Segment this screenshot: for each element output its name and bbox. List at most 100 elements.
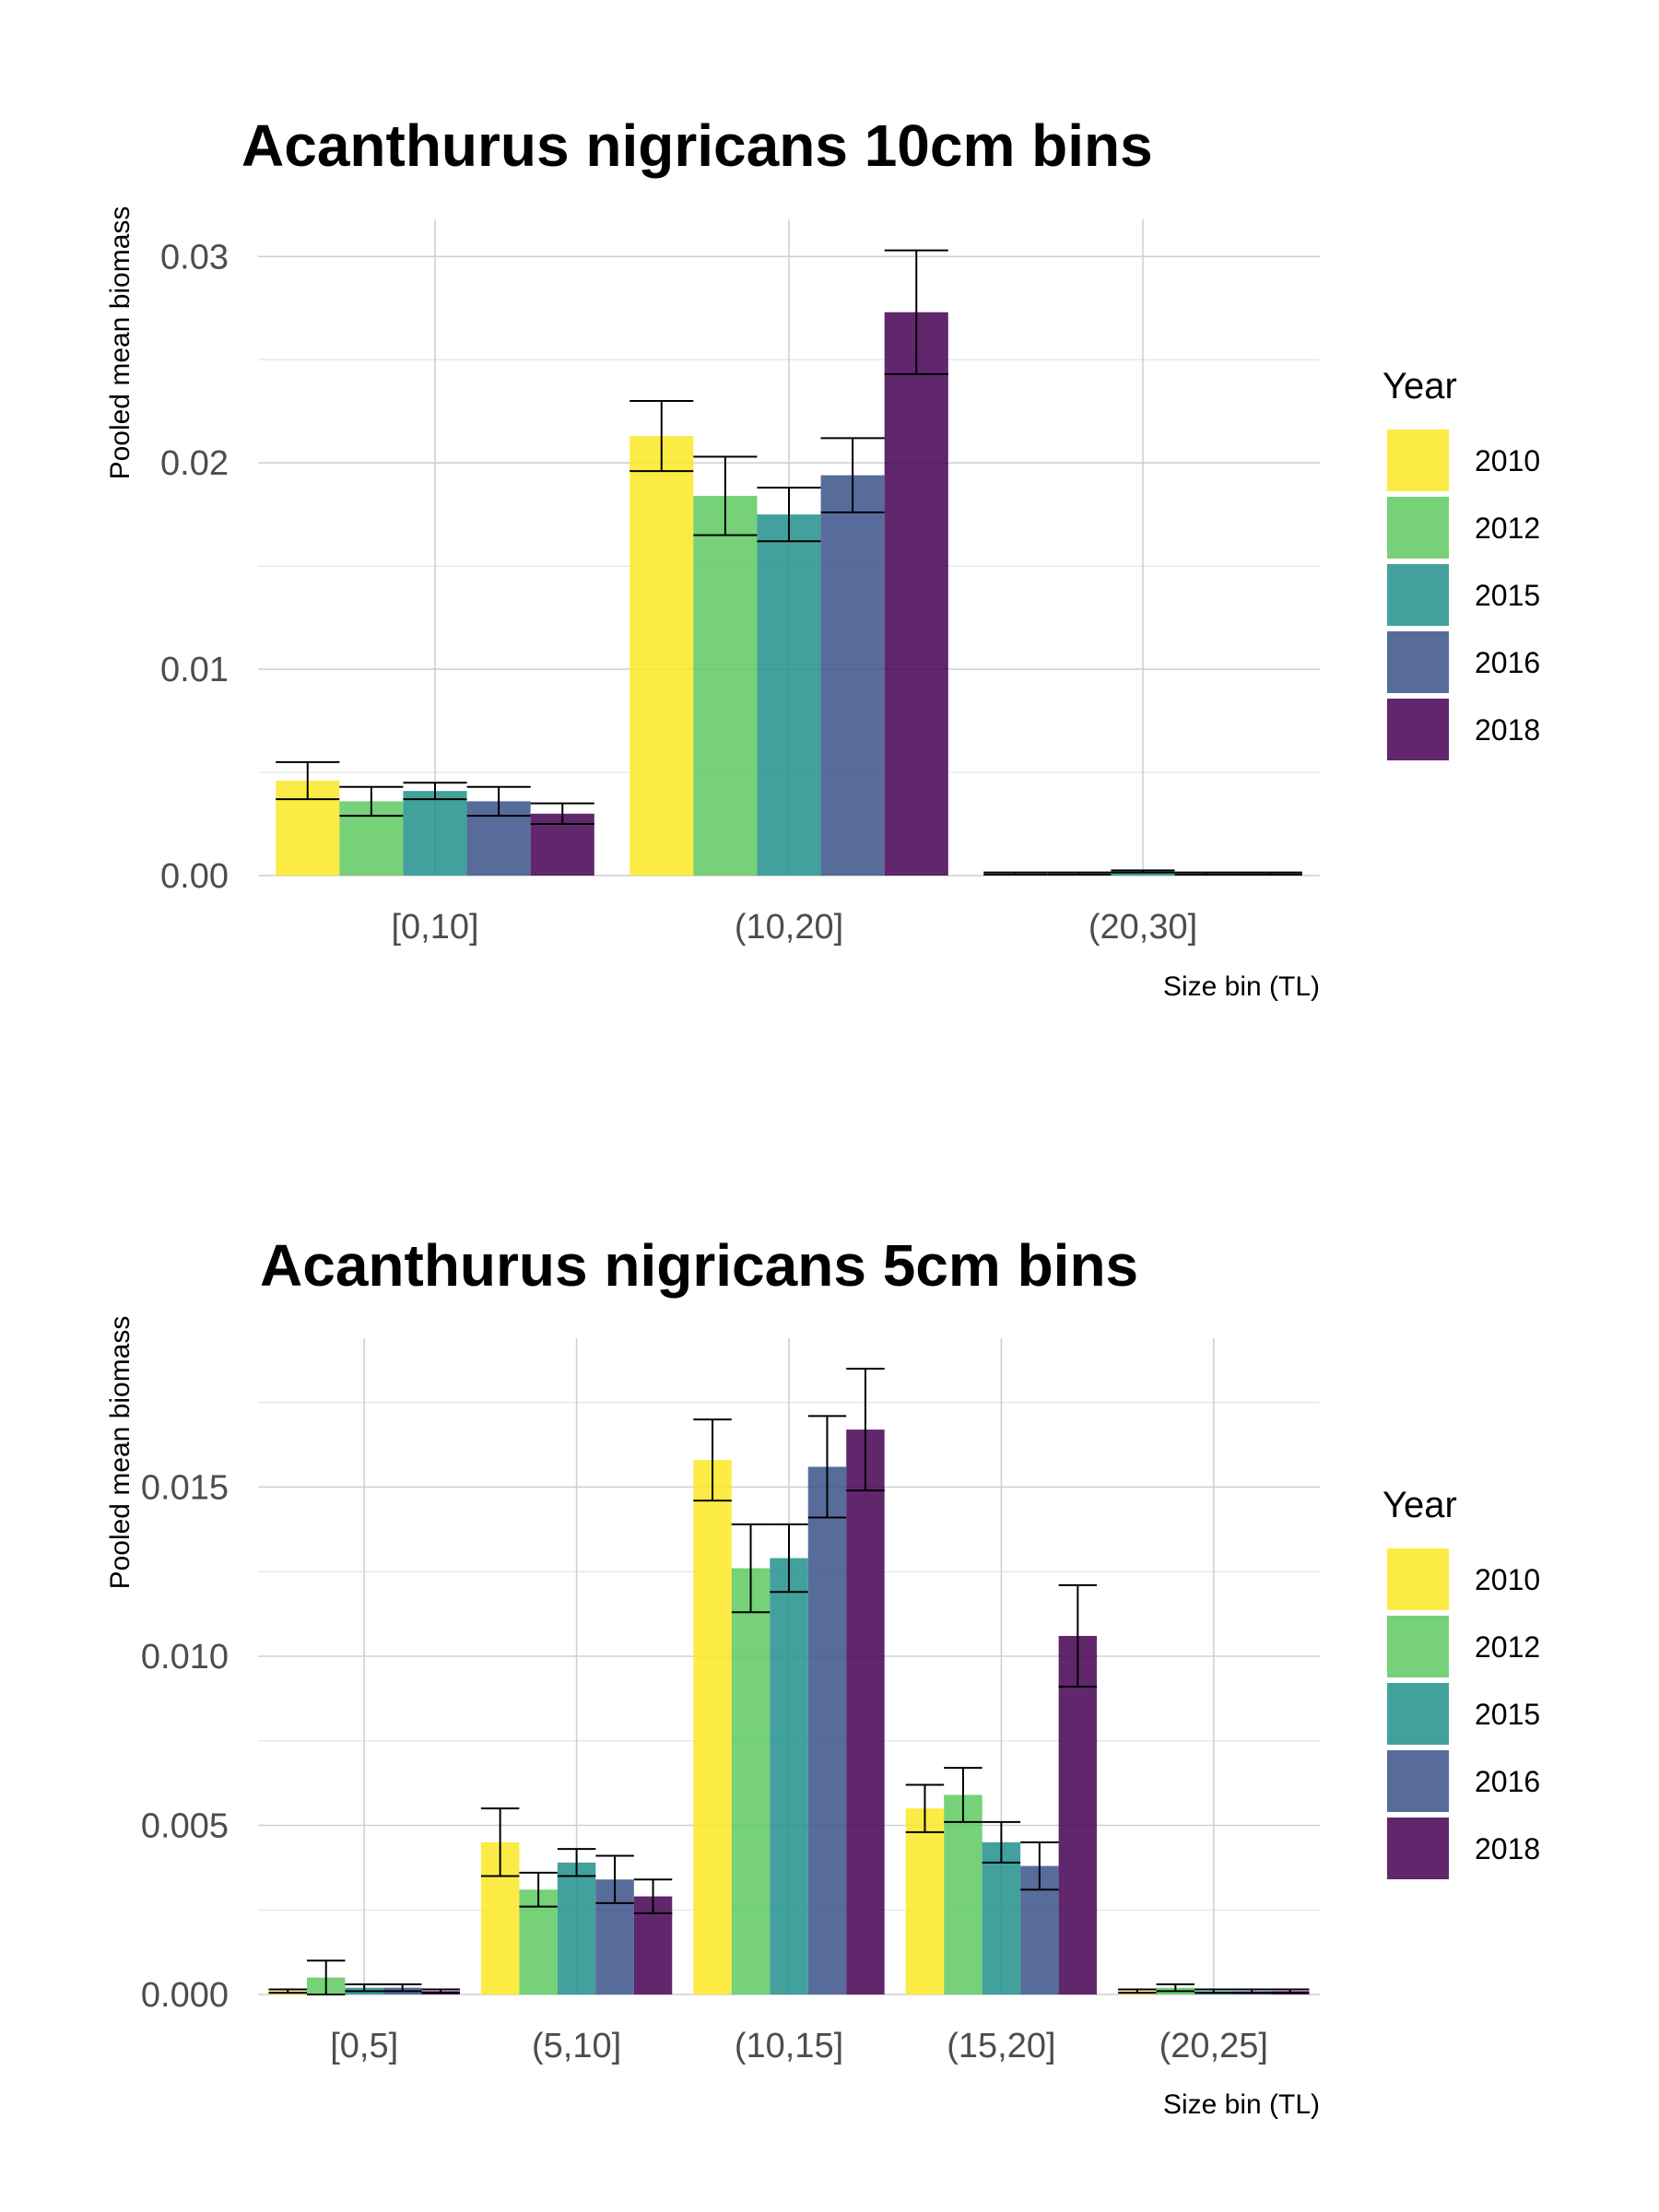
error-bar-2012 (1047, 871, 1112, 876)
bar-2012 (693, 496, 758, 876)
error-bar-2015 (557, 1848, 596, 1877)
legend-label-2015: 2015 (1475, 579, 1540, 612)
error-bar-2016 (820, 437, 885, 513)
error-bar-2012 (306, 1959, 346, 1995)
legend-label-2016: 2016 (1475, 1765, 1540, 1798)
error-bar-2016 (1174, 871, 1239, 876)
error-bar-2018 (633, 1878, 673, 1914)
error-bar-2015 (1194, 1988, 1233, 1994)
legend-label-2010: 2010 (1475, 1563, 1540, 1596)
legend: Year 2010 2012 2015 2016 2018 (1382, 366, 1540, 760)
error-bar-2018 (421, 1988, 460, 1994)
chart-title: Acanthurus nigricans 10cm bins (241, 112, 1153, 179)
error-bar-2016 (595, 1854, 634, 1904)
legend-key-2012 (1387, 497, 1449, 559)
error-bar-2016 (466, 785, 531, 818)
legend-key-2010 (1387, 1548, 1449, 1610)
error-bar-2012 (1156, 1983, 1195, 1993)
x-axis-title: Size bin (TL) (1163, 2089, 1320, 2120)
chart-panel-2: Acanthurus nigricans 5cm bins 0.000 0.005 0… (105, 1232, 1540, 2120)
y-tick-label: 0.015 (141, 1468, 229, 1507)
bars (268, 1368, 1310, 1995)
legend-title: Year (1382, 1485, 1457, 1525)
error-bar-2015 (403, 782, 467, 801)
chart-title: Acanthurus nigricans 5cm bins (260, 1232, 1138, 1299)
error-bar-2018 (1238, 871, 1302, 876)
error-bar-2012 (519, 1871, 558, 1908)
bars (276, 249, 1302, 876)
bar-2015 (403, 791, 467, 876)
error-bar-2012 (339, 785, 404, 818)
bar-2018 (1058, 1635, 1098, 1994)
error-bar-2018 (1271, 1988, 1310, 1994)
legend-label-2018: 2018 (1475, 713, 1540, 747)
y-tick-label: 0.02 (160, 444, 229, 483)
bar-2012 (944, 1794, 982, 1994)
x-tick-label: (20,25] (1159, 2027, 1268, 2065)
bar-2016 (820, 475, 885, 876)
y-tick-label: 0.03 (160, 238, 229, 276)
bar-2015 (557, 1862, 596, 1994)
legend-label-2012: 2012 (1475, 512, 1540, 545)
y-tick-label: 0.000 (141, 1976, 229, 2015)
error-bar-2010 (629, 400, 694, 473)
error-bar-2010 (1118, 1988, 1157, 1994)
x-tick-label: (10,15] (735, 2027, 843, 2065)
bar-2015 (1111, 871, 1175, 876)
bar-2015 (982, 1841, 1021, 1994)
x-axis-title: Size bin (TL) (1163, 971, 1320, 1002)
x-tick-label: (5,10] (532, 2027, 621, 2065)
bar-2015 (770, 1558, 808, 1994)
legend-key-2015 (1387, 1683, 1449, 1745)
legend-label-2010: 2010 (1475, 444, 1540, 477)
legend-title: Year (1382, 366, 1457, 406)
x-tick-label: (20,30] (1088, 908, 1197, 947)
legend-label-2018: 2018 (1475, 1832, 1540, 1865)
x-tick-label: [0,5] (330, 2027, 398, 2065)
y-tick-label: 0.01 (160, 651, 229, 689)
x-tick-label: [0,10] (391, 908, 478, 947)
error-bar-2010 (268, 1988, 307, 1994)
y-axis-title: Pooled mean biomass (105, 1316, 135, 1590)
legend: Year 2010 2012 2015 2016 2018 (1382, 1485, 1540, 1879)
bar-2015 (757, 514, 821, 876)
legend-label-2012: 2012 (1475, 1630, 1540, 1664)
y-tick-label: 0.010 (141, 1638, 229, 1677)
error-bar-2015 (757, 487, 821, 543)
error-bar-2010 (480, 1807, 520, 1877)
y-tick-label: 0.005 (141, 1806, 229, 1845)
legend-key-2018 (1387, 699, 1449, 760)
error-bar-2016 (807, 1415, 847, 1519)
error-bar-2010 (693, 1418, 732, 1502)
error-bar-2012 (944, 1767, 982, 1823)
bar-2010 (905, 1808, 945, 1994)
bar-2010 (693, 1460, 732, 1994)
legend-key-2018 (1387, 1818, 1449, 1879)
bar-2016 (807, 1466, 847, 1994)
error-bar-2010 (983, 871, 1048, 876)
legend-label-2016: 2016 (1475, 646, 1540, 679)
bar-2018 (884, 312, 948, 876)
x-tick-label: (10,20] (735, 908, 843, 947)
y-tick-label: 0.00 (160, 857, 229, 896)
legend-key-2016 (1387, 631, 1449, 693)
error-bar-2016 (1232, 1988, 1272, 1994)
error-bar-2010 (276, 760, 340, 801)
error-bar-2012 (731, 1523, 771, 1614)
error-bar-2015 (345, 1983, 383, 1993)
error-bar-2018 (1058, 1583, 1098, 1688)
error-bar-2010 (905, 1783, 945, 1833)
error-bar-2015 (770, 1523, 808, 1594)
bar-2010 (629, 436, 694, 876)
legend-key-2016 (1387, 1750, 1449, 1812)
y-axis-title: Pooled mean biomass (105, 206, 135, 480)
error-bar-2015 (1111, 869, 1175, 874)
error-bar-2018 (846, 1368, 885, 1492)
legend-label-2015: 2015 (1475, 1698, 1540, 1731)
error-bar-2018 (530, 802, 594, 826)
chart-panel-1: Acanthurus nigricans 10cm bins 0.00 0.01 0.… (105, 112, 1540, 1002)
error-bar-2016 (382, 1983, 422, 1993)
legend-key-2015 (1387, 564, 1449, 626)
